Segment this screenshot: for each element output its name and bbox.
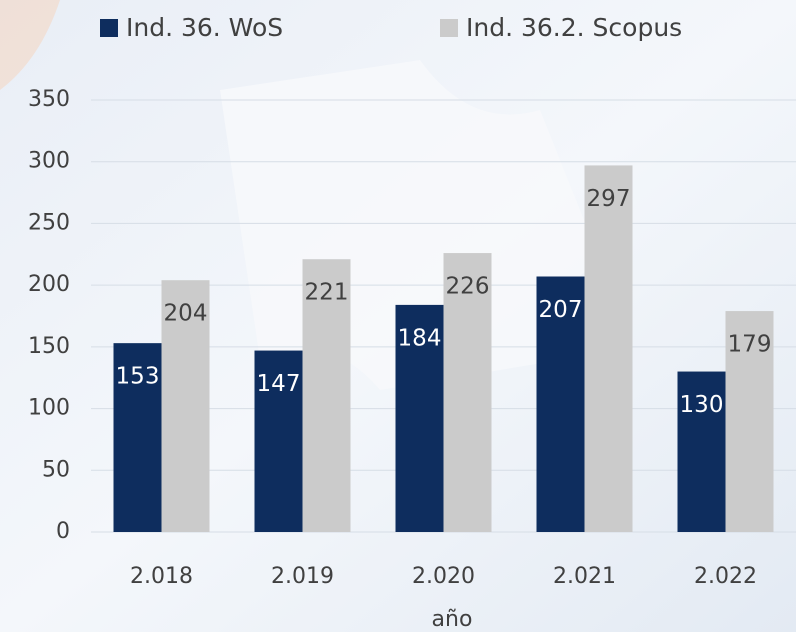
x-tick-label: 2.021	[553, 564, 616, 589]
y-tick-label: 200	[28, 272, 70, 297]
data-label: 221	[305, 280, 349, 306]
data-label: 130	[680, 392, 724, 418]
chart: año 0 50 100 150 200 250 300 350 Ind. 36. WoS Ind…	[0, 0, 796, 632]
legend-swatch	[100, 19, 118, 37]
x-axis-title: año	[432, 607, 473, 632]
data-label: 153	[116, 364, 160, 390]
y-tick-label: 250	[28, 210, 70, 235]
y-tick-label: 50	[42, 457, 70, 482]
data-label: 179	[728, 332, 772, 358]
legend-swatch	[440, 19, 458, 37]
x-tick-label: 2.020	[412, 564, 475, 589]
data-label: 204	[164, 301, 208, 327]
data-label: 226	[446, 274, 490, 300]
legend-label: Ind. 36. WoS	[126, 13, 283, 42]
bar	[585, 165, 633, 532]
data-label: 184	[398, 325, 442, 351]
data-label: 207	[539, 297, 583, 323]
y-tick-label: 0	[56, 519, 70, 544]
data-label: 147	[257, 371, 301, 397]
y-tick-label: 100	[28, 396, 70, 421]
y-tick-label: 350	[28, 87, 70, 112]
x-tick-label: 2.018	[130, 564, 193, 589]
x-tick-label: 2.019	[271, 564, 334, 589]
data-label: 297	[587, 186, 631, 212]
x-tick-label: 2.022	[694, 564, 757, 589]
y-tick-label: 150	[28, 334, 70, 359]
legend-label: Ind. 36.2. Scopus	[466, 13, 682, 42]
y-tick-label: 300	[28, 149, 70, 174]
